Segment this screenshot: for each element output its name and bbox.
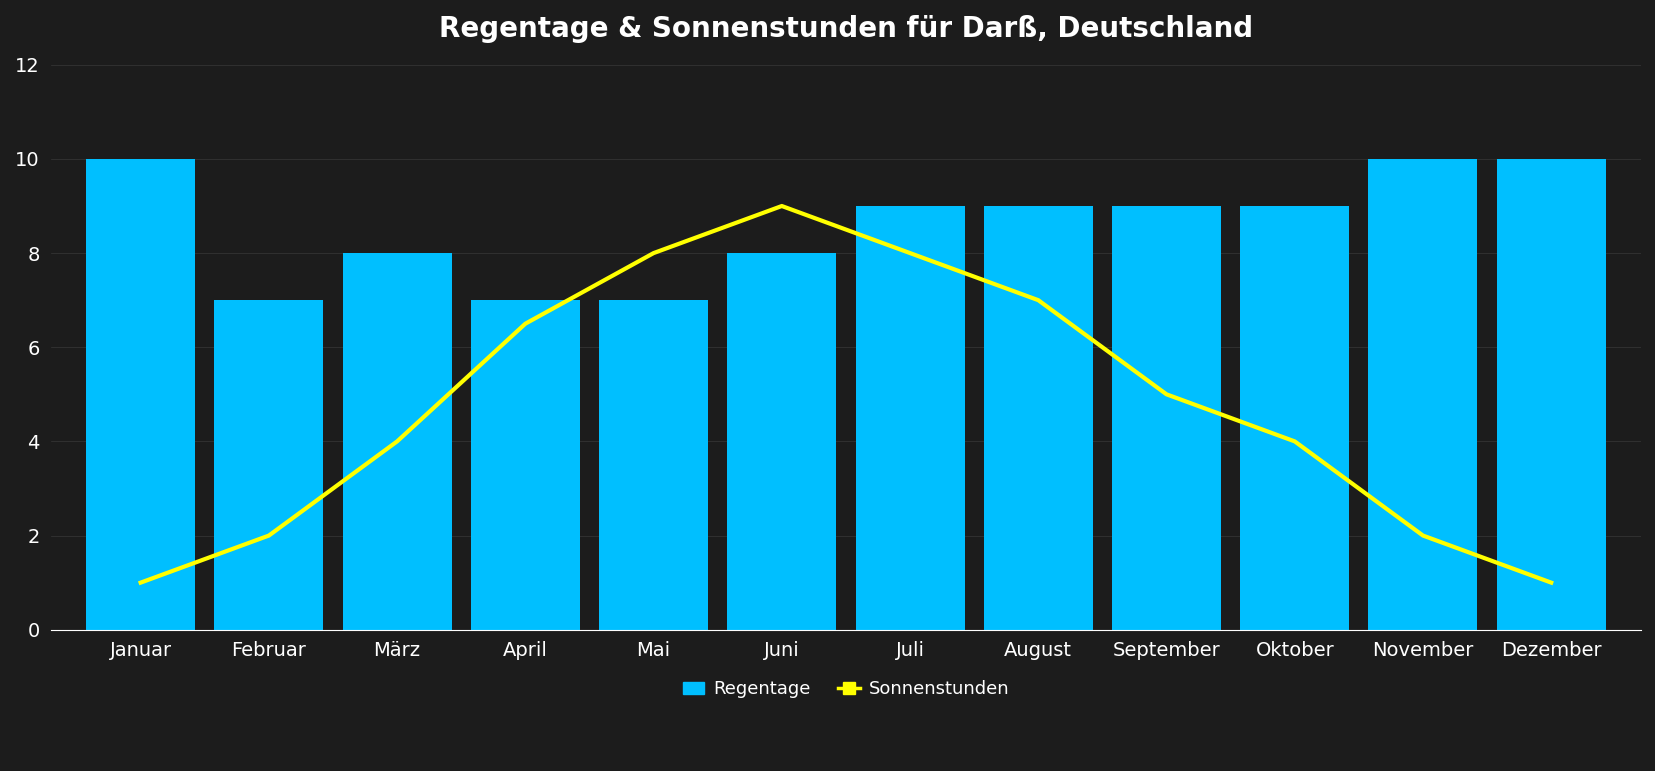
- Bar: [983, 206, 1092, 630]
- Bar: [727, 253, 836, 630]
- Bar: [86, 159, 195, 630]
- Bar: [1367, 159, 1476, 630]
- Bar: [470, 300, 579, 630]
- Bar: [1496, 159, 1605, 630]
- Bar: [343, 253, 452, 630]
- Bar: [1240, 206, 1349, 630]
- Bar: [213, 300, 323, 630]
- Bar: [599, 300, 708, 630]
- Title: Regentage & Sonnenstunden für Darß, Deutschland: Regentage & Sonnenstunden für Darß, Deut…: [439, 15, 1253, 43]
- Bar: [856, 206, 963, 630]
- Legend: Regentage, Sonnenstunden: Regentage, Sonnenstunden: [675, 673, 1016, 705]
- Bar: [1112, 206, 1220, 630]
